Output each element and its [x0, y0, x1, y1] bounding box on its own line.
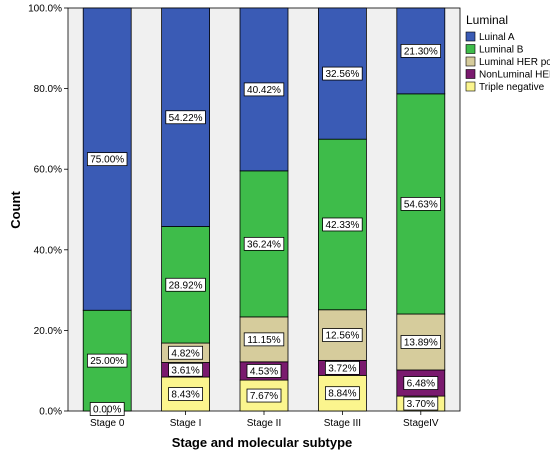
y-tick-label: 100.0% — [28, 4, 62, 15]
data-label-box — [246, 364, 282, 378]
data-label: 25.00% — [90, 356, 124, 367]
data-label-box — [403, 396, 439, 411]
data-label-box — [243, 82, 285, 97]
data-label-box — [324, 386, 360, 401]
legend-swatch — [465, 44, 476, 54]
data-label: 3.70% — [407, 399, 435, 410]
data-label-box — [400, 197, 441, 211]
legend-swatch — [465, 56, 476, 67]
legend-label: Luminal HER pozitiv — [479, 57, 550, 68]
data-label-box — [324, 360, 360, 375]
data-label-box — [87, 152, 128, 167]
data-label: 21.30% — [404, 46, 438, 57]
bars — [82, 7, 446, 412]
data-label: 3.72% — [328, 363, 356, 374]
data-label: 54.22% — [169, 113, 203, 124]
data-label: 3.61% — [171, 365, 199, 376]
data-label-box — [243, 236, 285, 251]
x-axis: Stage 0 Stage I Stage II Stage III StageIV — [90, 411, 439, 429]
data-label: 13.89% — [404, 337, 438, 348]
legend-swatch — [465, 31, 476, 42]
data-label: 54.63% — [404, 199, 438, 210]
data-label: 4.82% — [171, 348, 199, 359]
data-label: 32.56% — [325, 69, 359, 80]
data-label-box — [400, 44, 441, 58]
y-tick-label: 20.0% — [34, 326, 62, 337]
data-label: 8.84% — [328, 389, 356, 400]
data-label: 75.00% — [90, 155, 124, 166]
data-label: 42.33% — [325, 220, 359, 231]
y-tick-label: 80.0% — [34, 84, 62, 95]
y-tick-label: 40.0% — [34, 245, 62, 256]
data-label: 40.42% — [247, 85, 281, 96]
data-label-box — [168, 345, 204, 360]
data-label: 12.56% — [325, 331, 359, 342]
x-tick-label: Stage II — [247, 418, 281, 429]
x-axis-title: Stage and molecular subtype — [172, 435, 353, 450]
data-label-box — [168, 387, 204, 401]
data-label-box — [403, 376, 439, 390]
x-tick-label: Stage 0 — [90, 418, 125, 429]
data-label-box — [322, 328, 363, 342]
data-label: 11.15% — [247, 335, 280, 346]
legend-swatch — [465, 81, 476, 92]
legend-label: NonLuminal HER pozitiv — [479, 70, 550, 81]
legend-label: Triple negative — [479, 82, 545, 93]
data-label: 7.67% — [250, 391, 278, 402]
legend-label: Luinal A — [479, 32, 515, 43]
x-tick-label: Stage I — [170, 418, 202, 429]
data-labels: 0.00% 25.00% 75.00% 8.43% 3.61% 4.82% 28.92% 54… — [87, 44, 441, 416]
data-label: 4.53% — [250, 366, 278, 377]
data-label-box — [165, 277, 206, 292]
data-label: 36.24% — [247, 239, 281, 250]
data-label: 28.92% — [169, 280, 203, 291]
data-label-box — [87, 353, 128, 368]
data-label: 8.43% — [171, 390, 199, 401]
legend-title: Luminal — [466, 13, 508, 27]
y-tick-label: 60.0% — [34, 165, 62, 176]
y-axis: 0.0% 20.0% 40.0% 60.0% 80.0% 100.0% — [28, 4, 68, 418]
data-label-box — [168, 362, 204, 377]
legend-label: Luminal B — [479, 45, 524, 56]
data-label-box — [165, 110, 206, 125]
y-axis-title: Count — [8, 191, 23, 229]
x-tick-label: StageIV — [403, 418, 439, 429]
y-tick-label: 0.0% — [39, 407, 62, 418]
data-label-box — [322, 217, 363, 232]
data-label-box — [89, 402, 125, 416]
data-label: 6.48% — [407, 379, 435, 390]
data-label-box — [246, 388, 282, 403]
data-label-box — [322, 66, 363, 81]
data-label-box — [400, 335, 441, 349]
data-label: 0.00% — [93, 405, 121, 416]
legend-swatch — [465, 69, 476, 79]
data-label-box — [243, 332, 285, 347]
x-tick-label: Stage III — [324, 418, 361, 429]
